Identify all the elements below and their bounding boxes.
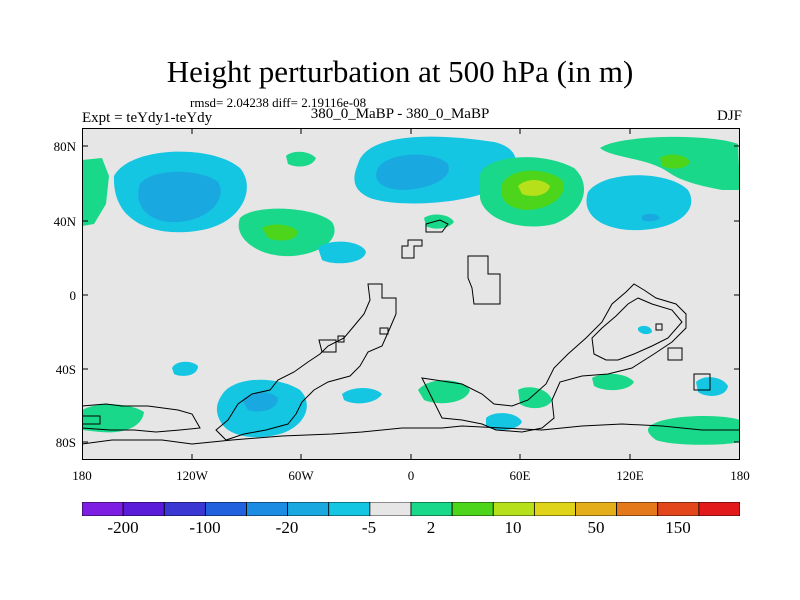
colorbar-swatch xyxy=(163,502,206,516)
colorbar-swatch xyxy=(204,502,247,516)
case-label: 380_0_MaBP - 380_0_MaBP xyxy=(310,106,490,122)
colorbar-label: 10 xyxy=(504,518,522,537)
colorbar-swatch xyxy=(492,502,535,516)
x-tick-label: 60E xyxy=(509,468,531,483)
x-tick-label: 120W xyxy=(176,468,208,483)
colorbar-label: -200 xyxy=(107,518,139,537)
colorbar-swatch xyxy=(410,502,453,516)
colorbar-label: 50 xyxy=(587,518,605,537)
colorbar-label: -100 xyxy=(189,518,221,537)
colorbar-swatch xyxy=(657,502,700,516)
colorbar-label: -20 xyxy=(275,518,299,537)
y-tick-label: 40N xyxy=(53,214,76,229)
y-tick-label: 0 xyxy=(69,288,77,303)
x-tick-label: 180 xyxy=(72,468,92,483)
x-tick-label: 180 xyxy=(730,468,750,483)
experiment-label: Expt = teYdy1-teYdy xyxy=(82,110,213,126)
perturbation-fills xyxy=(82,136,740,445)
colorbar-label: 150 xyxy=(665,518,691,537)
colorbar-swatch xyxy=(82,502,124,516)
colorbar-swatch xyxy=(369,502,412,516)
colorbar-label: 2 xyxy=(426,518,436,537)
colorbar-swatch xyxy=(533,502,576,516)
colorbar-swatch xyxy=(575,502,618,516)
y-tick-label: 80S xyxy=(55,435,76,450)
colorbar-swatch xyxy=(451,502,494,516)
colorbar-swatch xyxy=(698,502,740,516)
colorbar-swatch xyxy=(287,502,330,516)
x-tick-label: 60W xyxy=(288,468,314,483)
land-outlines xyxy=(82,219,740,445)
season-label: DJF xyxy=(716,108,742,124)
map-title: Height perturbation at 500 hPa (in m) xyxy=(166,54,634,89)
colorbar-swatch xyxy=(122,502,165,516)
y-tick-label: 80N xyxy=(53,139,76,154)
height-perturbation-map xyxy=(82,128,740,460)
x-tick-label: 0 xyxy=(407,468,415,483)
colorbar xyxy=(82,502,740,516)
stats-text: rmsd= 2.04238 diff= 2.19116e-08 xyxy=(190,95,367,110)
tick-marks xyxy=(82,128,740,460)
colorbar-swatch xyxy=(328,502,371,516)
colorbar-swatch xyxy=(616,502,659,516)
colorbar-label: -5 xyxy=(361,518,377,537)
x-tick-label: 120E xyxy=(616,468,644,483)
colorbar-swatch xyxy=(246,502,289,516)
y-tick-label: 40S xyxy=(55,362,76,377)
